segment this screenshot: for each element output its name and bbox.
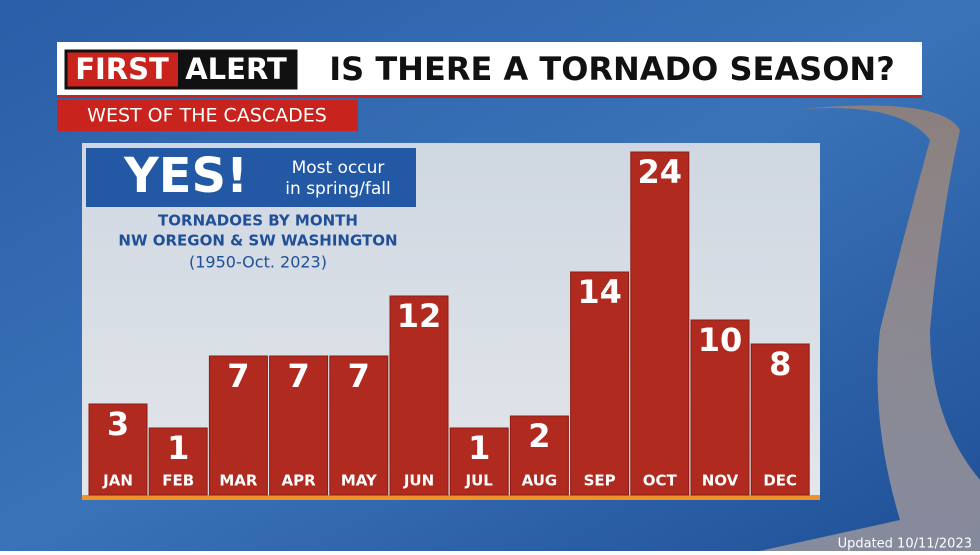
value-label: 7: [227, 357, 249, 395]
value-label: 10: [698, 321, 743, 359]
bar: [690, 319, 750, 496]
value-label: 24: [638, 153, 683, 191]
bar: [148, 427, 208, 496]
bar: [269, 355, 329, 496]
callout-box: [86, 148, 416, 207]
title: IS THERE A TORNADO SEASON?: [329, 50, 895, 88]
value-label: 2: [528, 417, 550, 455]
x-tick-label: APR: [282, 472, 317, 490]
x-tick-label: MAR: [219, 472, 258, 490]
bar: [630, 151, 690, 496]
value-label: 8: [769, 345, 791, 383]
chart-period: (1950-Oct. 2023): [189, 253, 327, 272]
brand-alert: ALERT: [185, 52, 287, 86]
region: WEST OF THE CASCADES: [87, 105, 327, 127]
value-label: 7: [348, 357, 370, 395]
brand-first: FIRST: [75, 52, 169, 86]
callout-note: in spring/fall: [285, 179, 390, 199]
value-label: 12: [397, 297, 442, 335]
bar: [449, 427, 509, 496]
x-tick-label: DEC: [763, 472, 797, 490]
value-label: 1: [167, 429, 189, 467]
x-tick-label: OCT: [643, 472, 678, 490]
x-tick-label: FEB: [162, 472, 194, 490]
tornado-image: [760, 105, 980, 551]
bar: [329, 355, 389, 496]
x-tick-label: NOV: [702, 472, 739, 490]
baseline: [82, 495, 820, 500]
chart-title: TORNADOES BY MONTH: [158, 212, 358, 230]
x-tick-label: AUG: [522, 472, 558, 490]
bar: [509, 415, 569, 496]
updated: Updated 10/11/2023: [838, 537, 972, 552]
bar: [88, 403, 148, 496]
value-label: 7: [287, 357, 309, 395]
brand-box-dark: [178, 52, 295, 87]
callout-headline: YES!: [123, 148, 248, 204]
x-tick-label: JAN: [102, 472, 133, 490]
value-label: 14: [577, 273, 622, 311]
x-tick-label: JUL: [465, 472, 494, 490]
x-tick-label: JUN: [403, 472, 434, 490]
value-label: 1: [468, 429, 490, 467]
bar: [389, 295, 449, 496]
x-tick-label: MAY: [341, 472, 378, 490]
chart-subtitle: NW OREGON & SW WASHINGTON: [118, 232, 397, 250]
bar: [570, 271, 630, 496]
bar: [208, 355, 268, 496]
bar: [750, 343, 810, 496]
value-label: 3: [107, 405, 129, 443]
region-box: [57, 100, 358, 131]
x-tick-label: SEP: [584, 472, 616, 490]
callout-note: Most occur: [292, 158, 385, 178]
header-rule: [57, 95, 922, 98]
